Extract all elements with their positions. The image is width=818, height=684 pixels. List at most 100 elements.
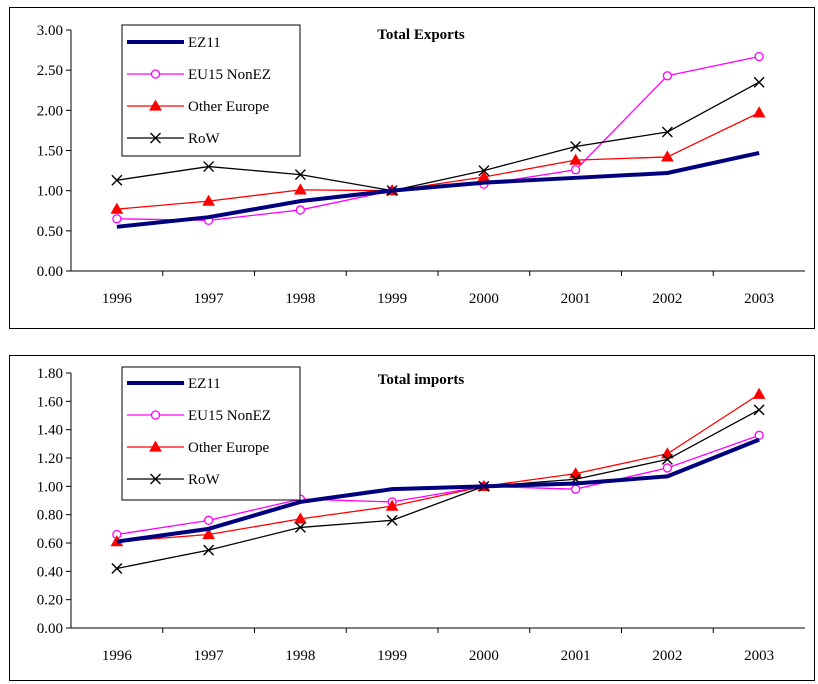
legend-label-row: RoW [188, 131, 221, 147]
data-point-eu15-nonez [662, 463, 673, 473]
legend-label-row: RoW [188, 472, 221, 488]
y-tick-label: 1.20 [37, 451, 63, 467]
legend-marker-other-europe [149, 440, 162, 452]
y-tick-label: 1.80 [37, 366, 63, 382]
data-point-eu15-nonez [203, 515, 214, 525]
y-tick-label: 0.00 [37, 621, 63, 637]
x-tick-label: 1999 [377, 648, 407, 664]
data-point-row [478, 165, 490, 177]
data-point-row [753, 76, 765, 88]
legend-marker-other-europe [149, 99, 162, 111]
data-point-other-europe [294, 512, 307, 524]
data-point-other-europe [661, 150, 674, 162]
x-tick-label: 1997 [194, 291, 225, 307]
y-tick-label: 0.00 [37, 264, 63, 280]
data-point-other-europe [385, 499, 399, 511]
x-tick-label: 2001 [561, 291, 591, 307]
data-point-row [661, 126, 673, 138]
y-tick-label: 2.50 [37, 63, 63, 79]
legend-label-other-europe: Other Europe [188, 440, 270, 456]
series-row [111, 76, 765, 197]
data-point-row [386, 514, 398, 526]
data-point-eu15-nonez [570, 165, 581, 175]
y-tick-label: 0.80 [37, 508, 63, 524]
data-point-eu15-nonez [295, 205, 306, 215]
y-tick-label: 0.20 [37, 593, 63, 609]
y-tick-label: 1.00 [37, 184, 63, 200]
legend-label-eu15-nonez: EU15 NonEZ [188, 67, 271, 83]
exports-chart-frame: 0.00 0.50 1.00 1.50 2.00 2.50 3.00 1996 1997 1998… [9, 7, 815, 329]
data-point-row [111, 563, 123, 574]
x-tick-label: 2000 [469, 291, 499, 307]
data-point-row [294, 169, 306, 181]
legend-label-eu15-nonez: EU15 NonEZ [188, 408, 271, 424]
legend-label-other-europe: Other Europe [188, 99, 270, 115]
legend-marker-eu15-nonez [150, 410, 161, 420]
x-tick-label: 1997 [194, 648, 225, 664]
data-point-row [203, 544, 215, 556]
x-tick-label: 1998 [285, 648, 315, 664]
series-line-row [116, 81, 760, 192]
y-tick-label: 0.50 [37, 224, 63, 240]
series-line-other-europe [116, 112, 760, 210]
series-row [111, 404, 765, 574]
series-other-europe [110, 106, 766, 214]
data-point-other-europe [569, 467, 582, 479]
y-tick-label: 1.00 [37, 479, 63, 495]
data-point-row [661, 453, 673, 465]
x-tick-label: 1998 [285, 291, 315, 307]
y-tick-label: 3.00 [37, 23, 63, 39]
y-tick-label: 1.60 [37, 394, 63, 410]
y-tick-label: 1.40 [37, 423, 63, 439]
legend-label-ez11: EZ11 [188, 376, 221, 392]
data-point-other-europe [294, 183, 307, 195]
legend: EZ11 EU15 NonEZ Other Europe RoW [121, 24, 301, 157]
series-line-other-europe [116, 393, 760, 543]
x-tick-label: 2001 [561, 648, 591, 664]
data-point-eu15-nonez [754, 430, 764, 440]
series-line-row [116, 409, 760, 570]
x-tick-label: 2003 [744, 291, 774, 307]
chart-title: Total imports [378, 372, 465, 388]
series-ez11 [116, 437, 760, 544]
series-line-eu15-nonez [116, 434, 760, 536]
y-tick-label: 1.50 [37, 144, 63, 160]
legend-box [121, 366, 301, 501]
data-point-other-europe [661, 447, 674, 459]
x-tick-label: 2002 [652, 291, 682, 307]
imports-chart: 0.00 0.20 0.40 0.60 0.80 1.00 1.20 1.40 1.60 1.80… [37, 366, 805, 664]
y-tick-label: 0.60 [37, 536, 63, 552]
legend-label-ez11: EZ11 [188, 35, 221, 51]
y-tick-label: 2.00 [37, 103, 63, 119]
x-tick-label: 1996 [102, 291, 133, 307]
series-line-ez11 [116, 150, 760, 229]
series-ez11 [116, 150, 760, 229]
legend-marker-row [150, 132, 161, 144]
data-point-eu15-nonez [662, 71, 673, 81]
data-point-other-europe [752, 387, 766, 399]
exports-chart: 0.00 0.50 1.00 1.50 2.00 2.50 3.00 1996 1997 1998… [37, 23, 805, 307]
chart-title: Total Exports [377, 27, 465, 43]
data-point-other-europe [202, 194, 215, 206]
data-point-row [753, 404, 765, 416]
x-tick-label: 1999 [377, 291, 407, 307]
data-point-row [111, 174, 123, 186]
data-point-other-europe [752, 106, 766, 118]
data-point-other-europe [569, 153, 582, 165]
legend-marker-eu15-nonez [150, 69, 161, 79]
x-tick-label: 2000 [469, 648, 499, 664]
x-tick-label: 2002 [652, 648, 682, 664]
y-tick-label: 0.40 [37, 564, 63, 580]
data-point-row [294, 521, 306, 533]
x-tick-label: 2003 [744, 648, 774, 664]
data-point-eu15-nonez [754, 51, 764, 62]
data-point-row [570, 140, 582, 152]
data-point-row [203, 161, 215, 173]
series-line-ez11 [116, 437, 760, 544]
legend: EZ11 EU15 NonEZ Other Europe RoW [121, 366, 301, 501]
imports-chart-frame: 0.00 0.20 0.40 0.60 0.80 1.00 1.20 1.40 1.60 1.80… [9, 355, 815, 681]
data-point-eu15-nonez [570, 484, 581, 494]
data-point-eu15-nonez [112, 214, 122, 224]
legend-marker-row [150, 473, 161, 485]
data-point-other-europe [110, 202, 124, 214]
